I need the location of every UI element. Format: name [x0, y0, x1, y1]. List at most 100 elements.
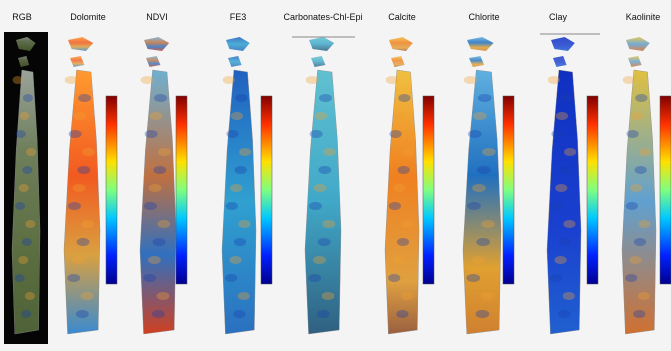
texture-spot — [19, 112, 29, 120]
texture-spot — [72, 256, 85, 264]
texture-spot — [148, 256, 161, 264]
colorbar — [503, 96, 514, 284]
texture-spot — [82, 148, 95, 156]
map-fragment — [553, 56, 567, 67]
page: RGBDolomiteNDVIFE3Carbonates-Chl-EpiCalc… — [0, 0, 671, 346]
texture-spot — [235, 166, 247, 174]
texture-spot — [559, 238, 571, 246]
texture-spot — [18, 256, 28, 264]
texture-spot — [480, 292, 494, 300]
texture-spot — [464, 76, 478, 84]
texture-spot — [144, 202, 157, 210]
texture-spot — [229, 256, 241, 264]
texture-spot — [81, 220, 94, 228]
texture-spot — [306, 76, 319, 84]
colorbar — [423, 96, 434, 284]
texture-spot — [238, 220, 250, 228]
texture-spot — [319, 94, 332, 102]
panel-label: Kaolinite — [626, 12, 661, 22]
texture-spot — [396, 310, 408, 318]
texture-spot — [560, 166, 572, 174]
texture-spot — [19, 184, 29, 192]
texture-spot — [77, 238, 90, 246]
texture-spot — [560, 94, 572, 102]
colorbar — [660, 96, 671, 284]
texture-spot — [158, 148, 171, 156]
texture-spot — [13, 76, 23, 84]
texture-spot — [626, 202, 638, 210]
texture-spot — [225, 274, 237, 282]
texture-spot — [309, 202, 322, 210]
texture-spot — [314, 112, 327, 120]
map-fragment — [626, 37, 650, 51]
colorbar — [106, 96, 117, 284]
texture-spot — [77, 166, 90, 174]
texture-spot — [550, 274, 562, 282]
texture-spot — [389, 202, 401, 210]
texture-spot — [467, 202, 481, 210]
texture-spot — [153, 238, 166, 246]
texture-spot — [555, 184, 567, 192]
texture-spot — [401, 220, 413, 228]
texture-spot — [313, 256, 326, 264]
texture-spot — [310, 130, 323, 138]
panel-label: NDVI — [146, 12, 168, 22]
texture-spot — [65, 76, 78, 84]
panel-label: Clay — [549, 12, 568, 22]
map-fragment — [628, 56, 642, 67]
texture-spot — [318, 166, 331, 174]
texture-spot — [548, 76, 560, 84]
texture-spot — [481, 220, 495, 228]
texture-spot — [69, 130, 82, 138]
texture-spot — [67, 274, 80, 282]
texture-spot — [230, 184, 242, 192]
colorbar — [176, 96, 187, 284]
texture-spot — [73, 112, 86, 120]
map-fragment — [467, 37, 494, 51]
texture-spot — [468, 130, 482, 138]
texture-spot — [398, 166, 410, 174]
texture-spot — [318, 238, 331, 246]
texture-spot — [25, 220, 35, 228]
colorbar — [261, 96, 272, 284]
texture-spot — [22, 166, 32, 174]
texture-spot — [401, 292, 413, 300]
texture-spot — [226, 130, 238, 138]
texture-spot — [16, 130, 26, 138]
panel-label: Calcite — [388, 12, 416, 22]
map-fragment — [68, 37, 93, 51]
texture-spot — [402, 148, 414, 156]
texture-spot — [389, 130, 401, 138]
texture-spot — [152, 310, 165, 318]
texture-spot — [558, 310, 570, 318]
texture-spot — [623, 76, 635, 84]
texture-spot — [393, 184, 405, 192]
map-fragment — [309, 37, 334, 51]
texture-spot — [233, 310, 245, 318]
map-fragment — [144, 37, 169, 51]
texture-spot — [308, 274, 321, 282]
texture-spot — [145, 130, 158, 138]
texture-spot — [556, 112, 568, 120]
map-fragment — [469, 56, 484, 67]
texture-spot — [386, 76, 398, 84]
texture-spot — [630, 184, 642, 192]
texture-spot — [629, 256, 641, 264]
texture-spot — [563, 220, 575, 228]
texture-spot — [314, 184, 327, 192]
texture-spot — [154, 94, 167, 102]
texture-spot — [15, 202, 25, 210]
texture-spot — [231, 112, 243, 120]
texture-spot — [476, 310, 490, 318]
texture-spot — [76, 310, 89, 318]
texture-spot — [15, 274, 25, 282]
texture-spot — [81, 292, 94, 300]
texture-spot — [626, 130, 638, 138]
texture-spot — [26, 148, 36, 156]
map-fragment — [311, 56, 325, 67]
texture-spot — [21, 310, 31, 318]
panel-label: RGB — [12, 12, 32, 22]
texture-spot — [476, 238, 490, 246]
texture-spot — [563, 292, 575, 300]
texture-spot — [78, 94, 91, 102]
